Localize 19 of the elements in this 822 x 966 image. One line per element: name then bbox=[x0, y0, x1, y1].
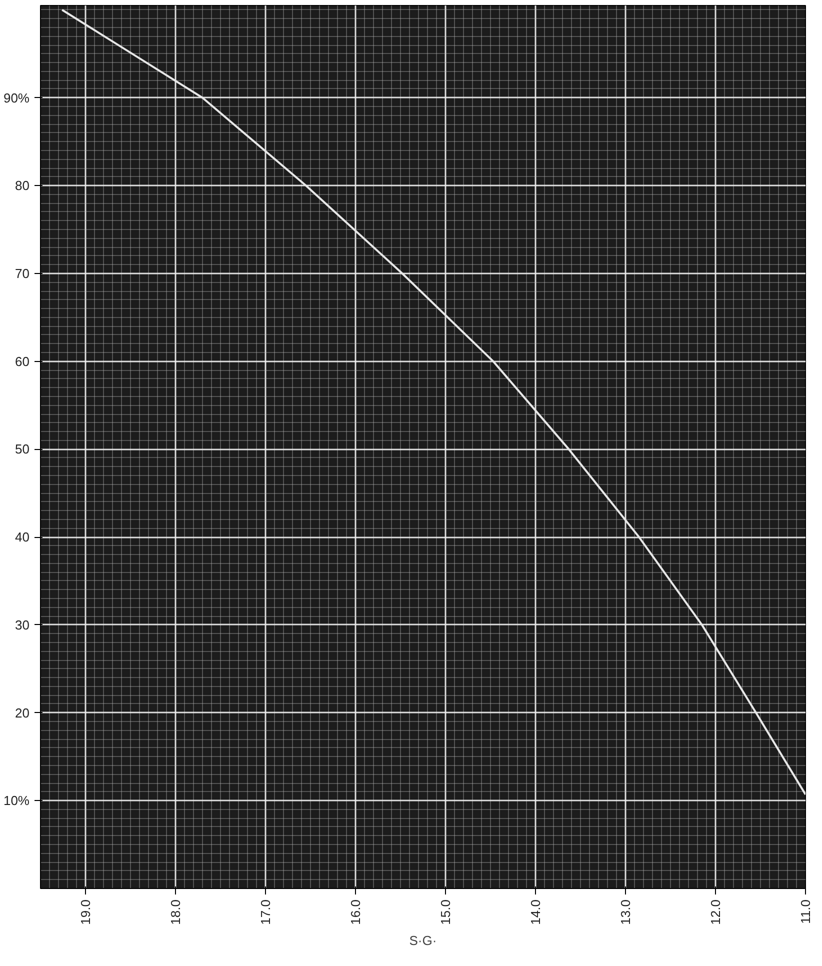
x-tick-label: 13.0 bbox=[618, 899, 633, 925]
x-tick-label: 15.0 bbox=[438, 899, 453, 925]
y-tick-label: 50 bbox=[15, 442, 30, 457]
y-tick-label: 70 bbox=[15, 266, 30, 281]
y-tick-label: 20 bbox=[15, 705, 30, 720]
x-tick-label: 18.0 bbox=[168, 899, 183, 925]
y-tick-label: 30 bbox=[15, 617, 30, 632]
x-tick-label: 12.0 bbox=[708, 899, 723, 925]
y-tick-label: 40 bbox=[15, 530, 30, 545]
x-tick-label: 14.0 bbox=[528, 899, 543, 925]
y-tick-label: 90% bbox=[3, 90, 30, 106]
x-tick-label: 17.0 bbox=[258, 899, 273, 925]
x-tick-label: 11.0 bbox=[798, 899, 813, 924]
y-tick-label: 60 bbox=[15, 354, 30, 369]
x-tick-label: 19.0 bbox=[78, 899, 93, 925]
y-tick-label: 80 bbox=[15, 178, 30, 194]
x-tick-label: 16.0 bbox=[348, 899, 363, 925]
x-axis-title: S·G· bbox=[409, 932, 437, 948]
y-tick-label: 10% bbox=[3, 793, 30, 808]
